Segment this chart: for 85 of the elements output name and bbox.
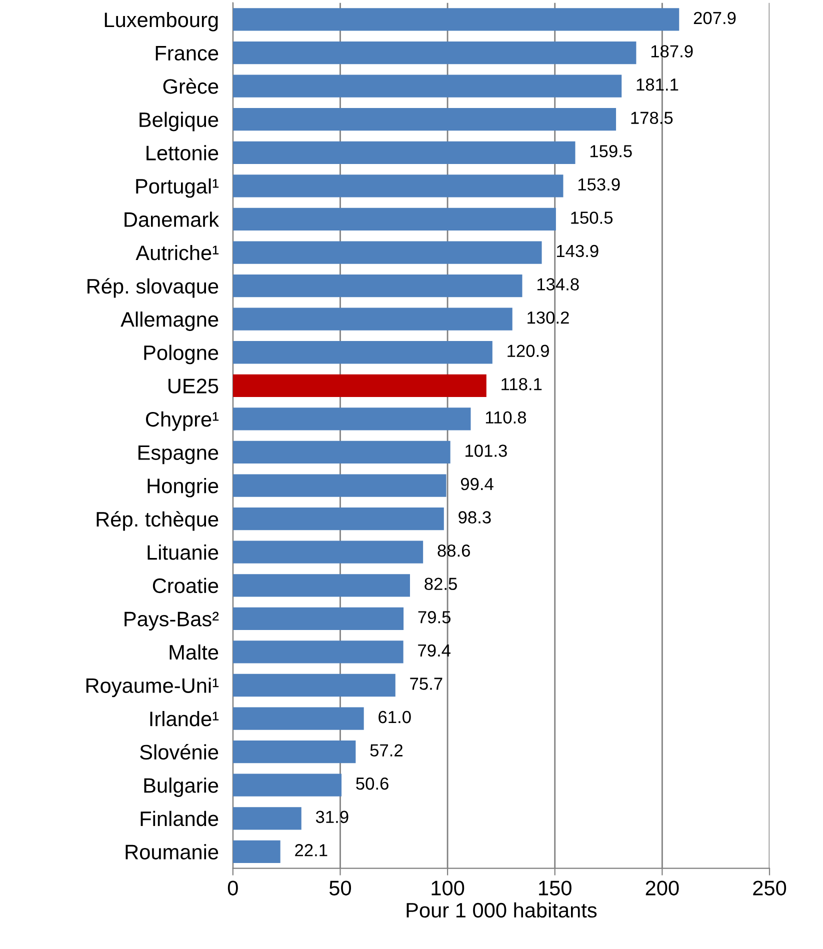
- bar: [232, 574, 410, 597]
- data-label: 22.1: [295, 844, 328, 856]
- bar: [232, 8, 680, 31]
- data-label: 150.5: [571, 212, 613, 224]
- y-tick-label: Pays-Bas²: [124, 612, 219, 631]
- bar: [232, 607, 404, 630]
- bar: [232, 674, 396, 697]
- data-label: 82.5: [424, 578, 457, 590]
- data-label: 143.9: [556, 244, 598, 258]
- bar: [232, 474, 446, 497]
- bar: [232, 174, 564, 198]
- x-tick-label: 200: [646, 880, 679, 896]
- data-label: 159.5: [590, 145, 632, 158]
- bar: [232, 774, 342, 796]
- bar: [232, 440, 450, 464]
- y-tick-label: Portugal¹: [136, 178, 219, 198]
- bar: [232, 274, 522, 298]
- data-label: 50.6: [356, 777, 388, 790]
- data-label: 178.5: [631, 112, 673, 124]
- x-axis-title: Pour 1 000 habitants: [406, 902, 597, 918]
- y-tick-label: Grèce: [163, 78, 218, 94]
- y-tick-label: Rép. slovaque: [88, 278, 218, 298]
- y-tick-label: Finlande: [140, 810, 218, 826]
- bar: [232, 41, 636, 64]
- data-label: 181.1: [636, 78, 678, 91]
- y-tick-label: Malte: [170, 644, 218, 660]
- bar: [232, 374, 486, 397]
- y-tick-label: Rép. tchèque: [96, 511, 218, 531]
- y-tick-label: Danemark: [124, 212, 220, 227]
- y-tick-label: Hongrie: [148, 478, 218, 498]
- x-tick-label: 250: [753, 880, 786, 896]
- y-tick-label: Royaume-Uni¹: [86, 678, 219, 698]
- bar: [232, 408, 471, 430]
- bar: [232, 241, 542, 264]
- data-label: 61.0: [378, 710, 411, 724]
- data-label: 79.4: [418, 644, 450, 657]
- y-tick-label: Pologne: [144, 344, 218, 364]
- y-tick-label: Lituanie: [148, 544, 218, 560]
- data-label: 101.3: [466, 444, 507, 457]
- y-tick-label: Irlande¹: [150, 710, 219, 726]
- y-tick-label: Allemagne: [120, 312, 218, 331]
- bar: [232, 507, 444, 530]
- bar: [232, 707, 364, 730]
- y-tick-label: Slovénie: [140, 744, 218, 760]
- data-label: 118.1: [502, 378, 542, 390]
- data-label: 153.9: [578, 178, 620, 191]
- y-tick-label: Croatie: [152, 578, 218, 594]
- data-label: 207.9: [694, 12, 736, 24]
- data-label: 31.9: [316, 810, 348, 824]
- x-tick-label: 50: [329, 880, 351, 896]
- data-label: 187.9: [651, 45, 693, 58]
- y-tick-label: Autriche¹: [136, 244, 219, 260]
- bar: [232, 807, 302, 830]
- data-label: 99.4: [460, 478, 494, 490]
- y-tick-label: Lettonie: [146, 145, 218, 160]
- y-tick-label: Espagne: [138, 445, 218, 464]
- data-label: 130.2: [528, 311, 569, 324]
- bar: [232, 74, 622, 98]
- y-tick-label: UE25: [168, 378, 218, 394]
- data-label: 134.8: [537, 278, 579, 290]
- x-tick-label: 100: [432, 880, 464, 896]
- data-label: 110.8: [486, 411, 526, 424]
- y-tick-label: Bulgarie: [144, 778, 218, 797]
- data-label: 120.9: [508, 344, 549, 358]
- data-label: 57.2: [370, 744, 402, 756]
- y-tick-label: Belgique: [140, 112, 218, 132]
- y-tick-label: Chypre¹: [146, 411, 219, 431]
- data-label: 88.6: [438, 544, 470, 557]
- y-tick-label: Roumanie: [126, 844, 218, 860]
- bar: [232, 141, 576, 164]
- y-tick-label: Luxembourg: [104, 12, 218, 32]
- bar: [232, 840, 280, 864]
- bar: [232, 540, 424, 564]
- x-tick-label: 0: [228, 880, 238, 896]
- data-label: 79.5: [418, 611, 450, 624]
- data-label: 75.7: [410, 678, 442, 690]
- bar: [232, 108, 616, 131]
- bar: [232, 308, 512, 330]
- x-tick-label: 150: [539, 880, 572, 896]
- bar: [232, 341, 492, 364]
- data-label: 98.3: [458, 511, 491, 524]
- bar: [232, 740, 356, 764]
- bar: [232, 640, 404, 664]
- bar: [232, 208, 556, 231]
- y-tick-label: France: [156, 46, 218, 61]
